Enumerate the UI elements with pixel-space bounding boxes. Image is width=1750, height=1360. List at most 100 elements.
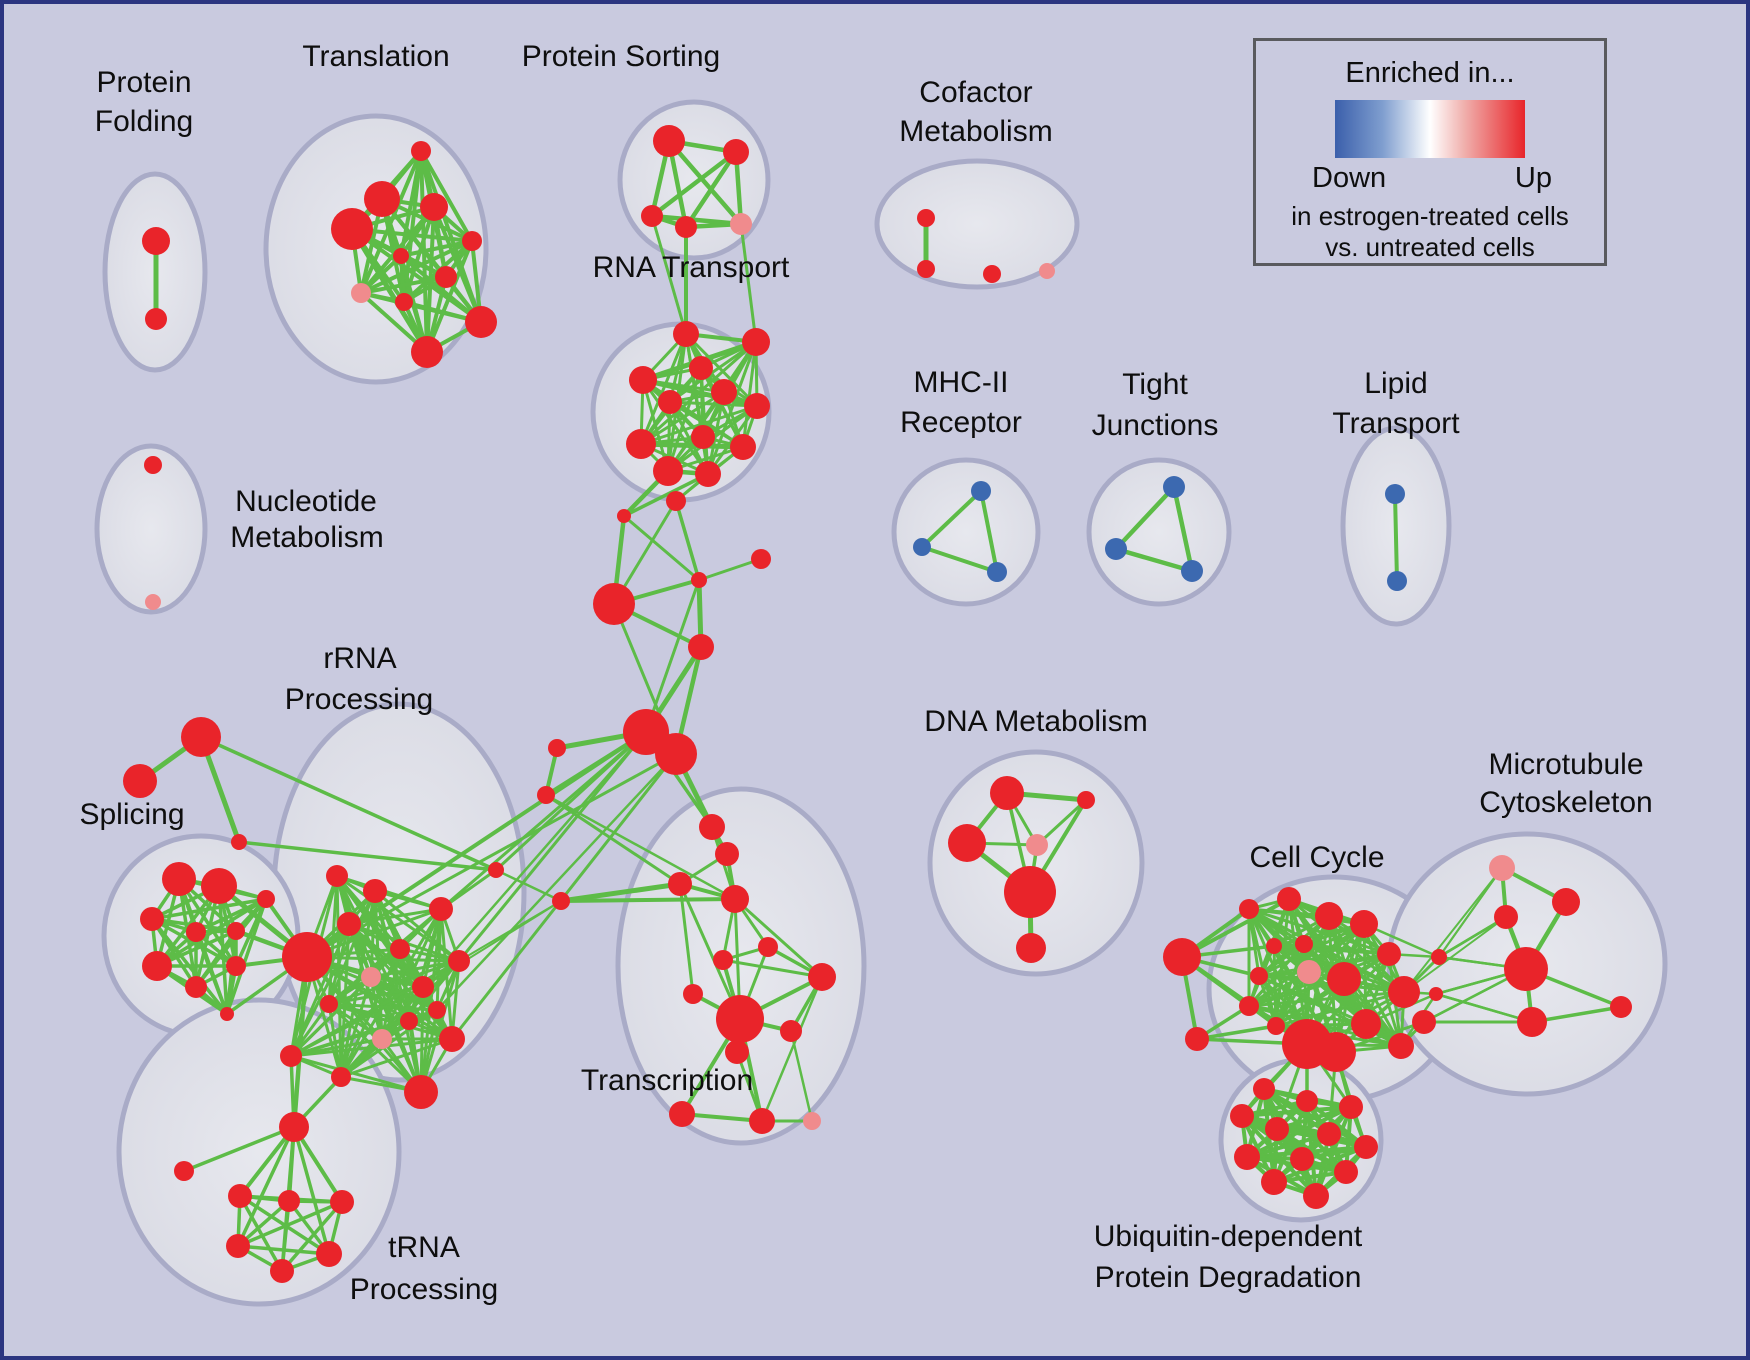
enrichment-edge (380, 959, 461, 1041)
enrichment-edge (347, 907, 443, 926)
gene-set-node (1412, 1010, 1436, 1034)
gene-set-node (351, 283, 371, 303)
cluster-label-microtubule-cytoskeleton: Microtubule (1488, 748, 1643, 781)
cluster-label-splicing: Splicing (79, 798, 184, 831)
gene-set-node (725, 1040, 749, 1064)
cross-cluster-edge (644, 578, 701, 734)
cluster-ellipse-nucleotide-metabolism (94, 443, 208, 615)
cluster-label-mhc-ii-receptor: MHC-II (914, 366, 1009, 399)
gene-set-node (185, 976, 207, 998)
enrichment-edge (668, 340, 758, 404)
enrichment-edge (1240, 1105, 1353, 1118)
enrichment-edge (639, 332, 688, 446)
cluster-label-translation: Translation (302, 40, 449, 73)
gene-set-node (1354, 1135, 1378, 1159)
enrichment-edge (419, 907, 443, 1094)
cluster-label-trna-processing: Processing (350, 1273, 498, 1306)
gene-set-node (1517, 1007, 1547, 1037)
gene-set-node (683, 984, 703, 1004)
enrichment-edge (1272, 944, 1391, 956)
enrichment-edge (639, 404, 759, 446)
gene-set-node (257, 890, 275, 908)
cluster-label-ubiquitin-degradation: Protein Degradation (1095, 1261, 1362, 1294)
enrichment-edge (683, 149, 739, 230)
gene-set-node (1339, 1095, 1363, 1119)
gene-set-node (145, 594, 161, 610)
enrichment-edge (327, 1002, 343, 1079)
enrichment-edge (450, 959, 461, 1041)
enrichment-edge (339, 907, 443, 1079)
gene-set-node (331, 208, 373, 250)
gene-set-node (412, 976, 434, 998)
enrichment-edge (1393, 492, 1399, 583)
legend-up-label: Up (1514, 162, 1552, 194)
gene-set-node (751, 549, 771, 569)
gene-set-node (1234, 1144, 1260, 1170)
gene-set-node (420, 193, 448, 221)
gene-set-node (142, 227, 170, 255)
enrichment-edge (1272, 922, 1366, 948)
cluster-label-nucleotide-metabolism: Nucleotide (235, 485, 377, 518)
enrichment-edge (359, 275, 448, 295)
enrichment-edge (1247, 952, 1391, 1008)
gene-set-node (326, 865, 348, 887)
gene-set-node (1388, 1033, 1414, 1059)
gene-set-node (282, 932, 332, 982)
gene-set-node (983, 265, 1001, 283)
gene-set-node (1105, 538, 1127, 560)
gene-set-node (411, 336, 443, 368)
enrichment-edge (668, 400, 759, 408)
gene-set-node (363, 879, 387, 903)
cross-cluster-edge (544, 793, 737, 901)
gene-set-node (316, 1241, 342, 1267)
gene-set-node (548, 739, 566, 757)
gene-set-node (1265, 1117, 1289, 1141)
gene-set-node (711, 379, 737, 405)
enrichment-edge (349, 226, 430, 355)
gene-set-node (1297, 960, 1321, 984)
cross-cluster-edge (622, 472, 710, 518)
enrichment-edge (920, 545, 999, 574)
legend-subtitle-line1: in estrogen-treated cells (1291, 201, 1569, 231)
gene-set-node (803, 1112, 821, 1130)
gene-set-node (462, 231, 482, 251)
legend-subtitle-line2: vs. untreated cells (1325, 232, 1535, 262)
gene-set-node (1295, 935, 1313, 953)
gene-set-node (465, 306, 497, 338)
gene-set-node (537, 786, 555, 804)
cross-cluster-edge (305, 730, 648, 959)
gene-set-node (1230, 1104, 1254, 1128)
gene-set-node (1253, 1078, 1275, 1100)
enrichment-edge (1171, 484, 1195, 574)
gene-set-node (675, 216, 697, 238)
enrichment-edge (1247, 990, 1406, 1008)
legend-title: Enriched in... (1345, 57, 1515, 89)
cluster-ellipse-trna-processing (116, 997, 402, 1307)
gene-set-node (1385, 484, 1405, 504)
cluster-ellipse-mhc-ii-receptor (891, 457, 1041, 607)
cluster-label-rrna-processing: rRNA (323, 642, 396, 675)
gene-set-node (186, 922, 206, 942)
gene-set-node (917, 260, 935, 278)
gene-set-node (1277, 887, 1301, 911)
gene-set-node (691, 572, 707, 588)
gene-set-node (372, 1029, 392, 1049)
enrichment-edge (419, 959, 461, 1094)
enrichment-edge (558, 881, 683, 904)
enrichment-edge (327, 1002, 439, 1012)
enrichment-edge (327, 889, 377, 1006)
gene-set-node (1250, 967, 1268, 985)
gene-set-node (552, 892, 570, 910)
enrichment-edge (1287, 897, 1368, 1026)
enrichment-edge (182, 1125, 296, 1173)
cluster-label-trna-processing: tRNA (388, 1231, 460, 1264)
gene-set-node (1290, 1147, 1314, 1171)
gene-set-node (278, 1190, 300, 1212)
cluster-label-microtubule-cytoskeleton: Cytoskeleton (1479, 786, 1652, 819)
gene-set-node (691, 425, 715, 449)
gene-set-node (395, 293, 413, 311)
gene-set-node (913, 538, 931, 556)
enrichment-edge (289, 889, 377, 1058)
gene-set-node (1387, 571, 1407, 591)
gene-set-node (641, 205, 663, 227)
